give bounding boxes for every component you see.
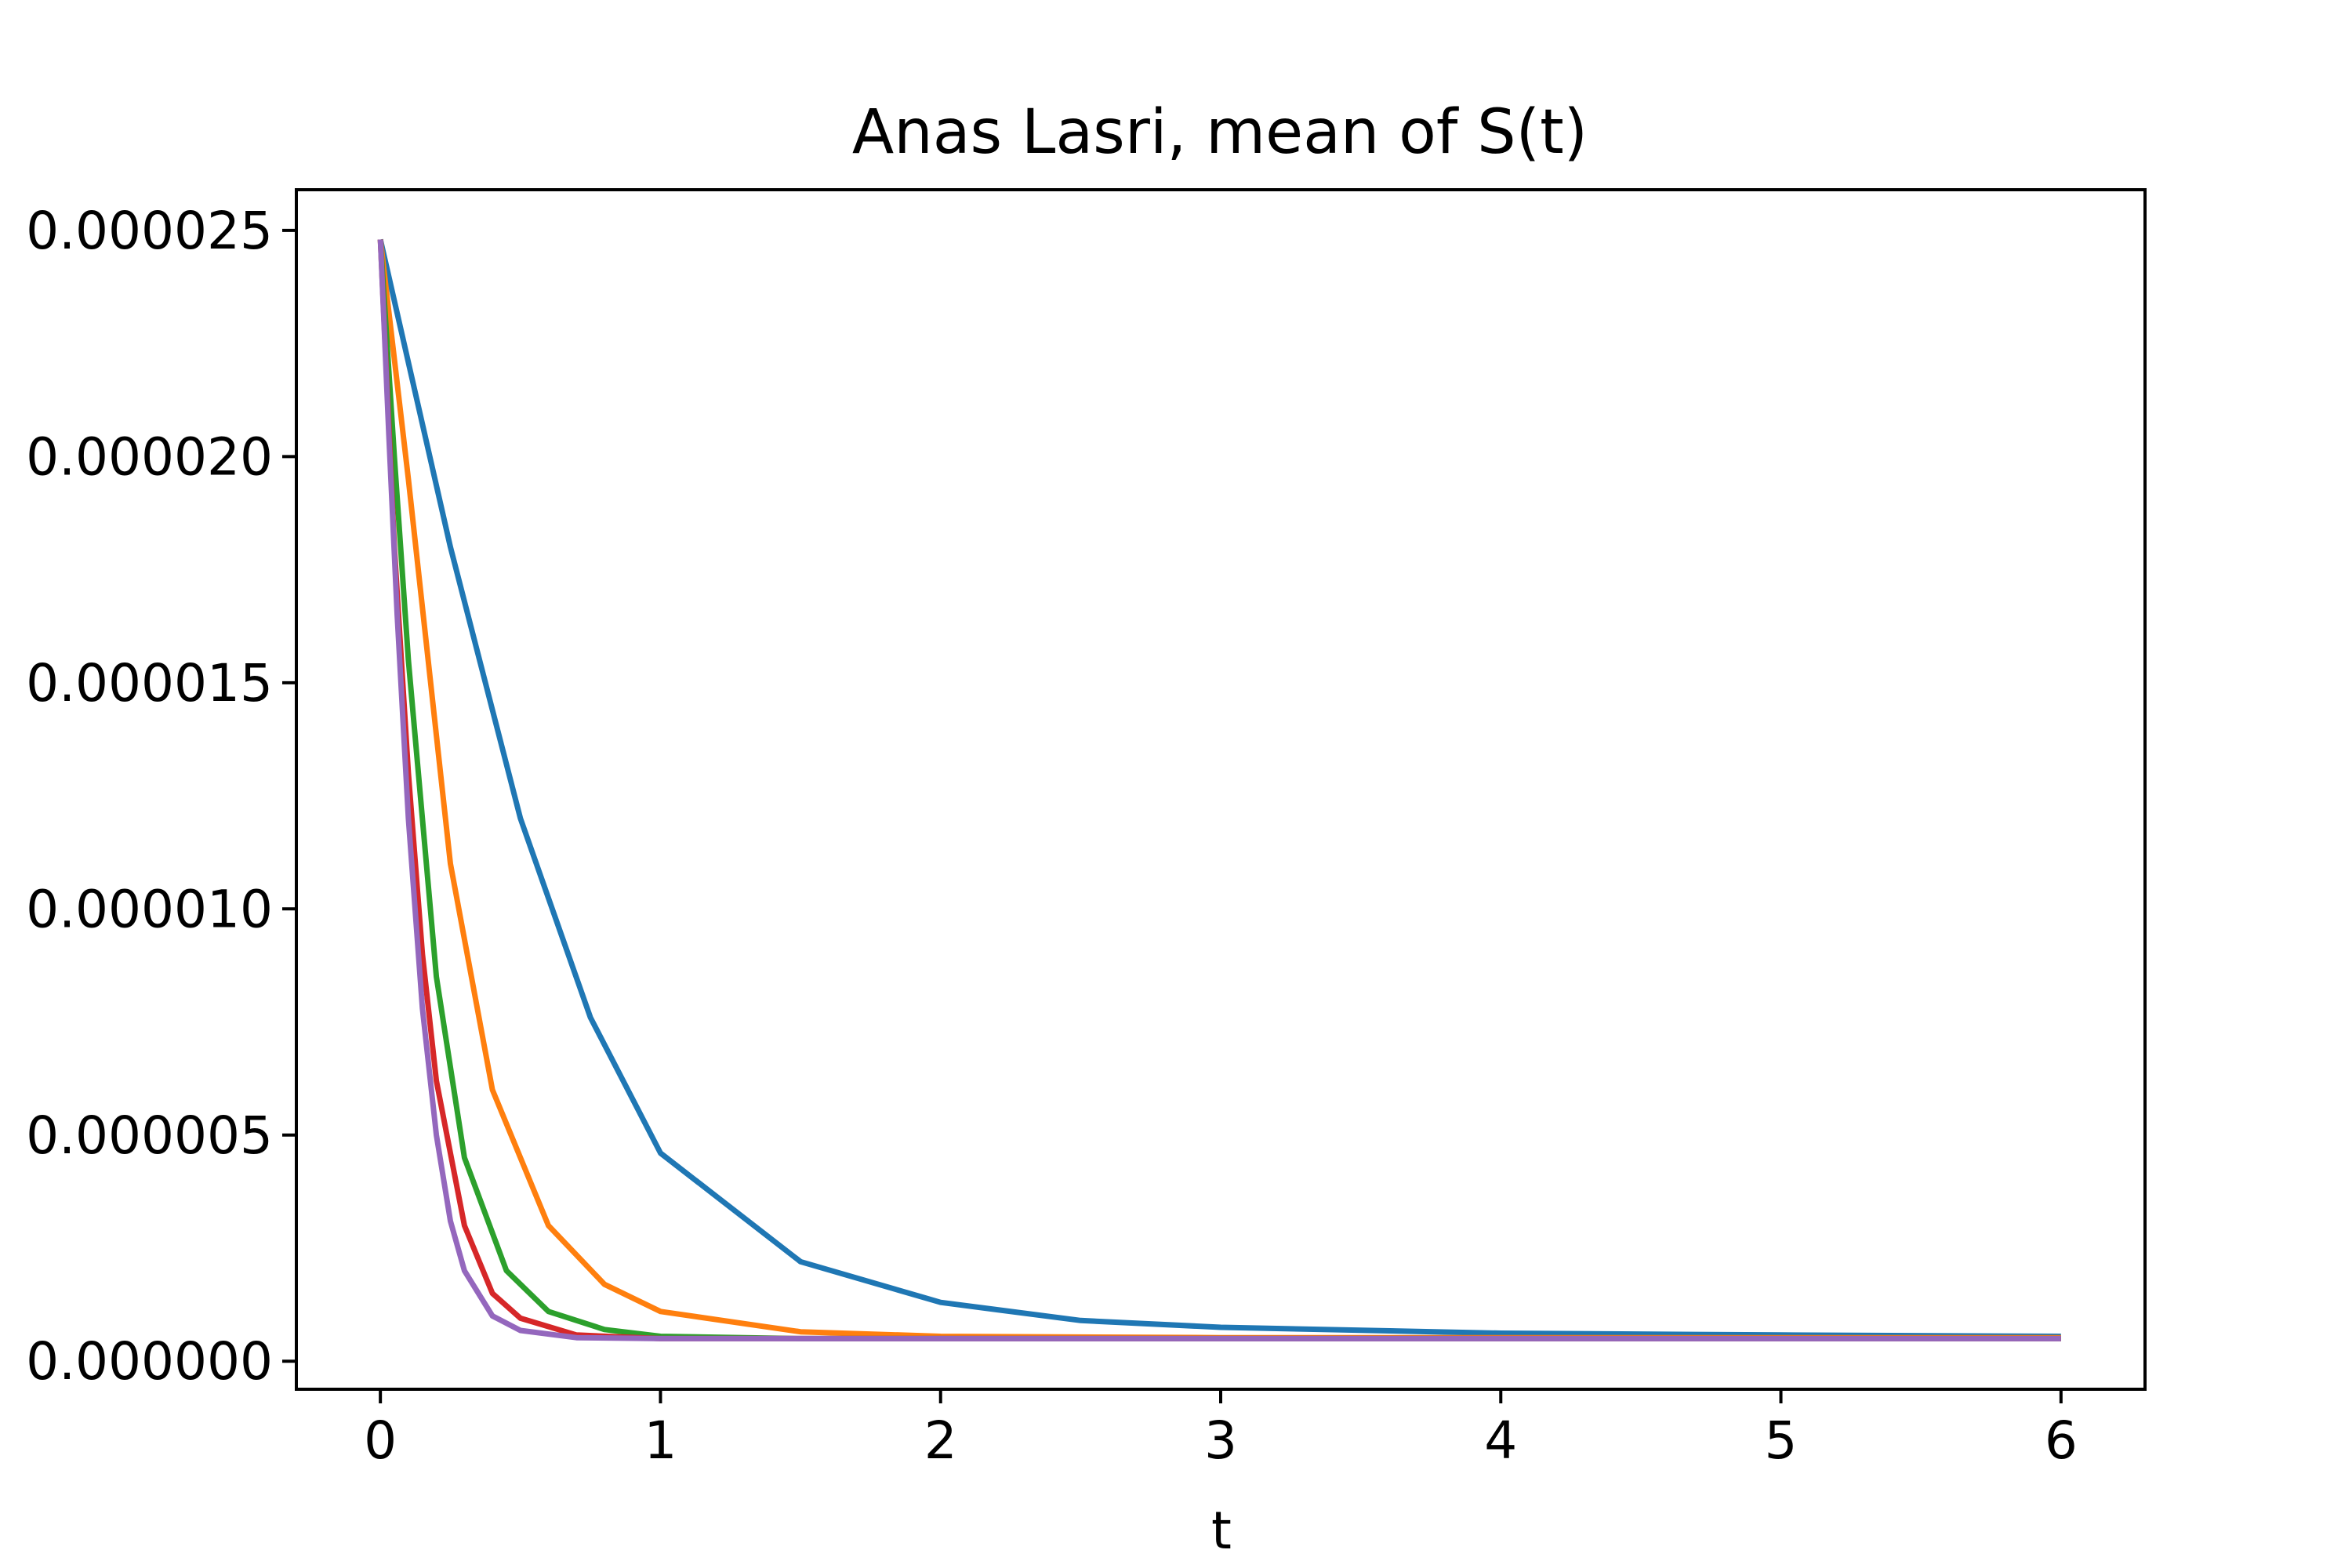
x-tick-label: 4 [1484, 1410, 1517, 1471]
x-tick-label: 6 [2045, 1410, 2078, 1471]
y-tick-label: 0.000010 [26, 879, 273, 939]
series-line-1 [377, 238, 2061, 1339]
x-axis-label: t [1211, 1501, 1232, 1561]
series-layer [377, 238, 2061, 1341]
y-tick-label: 0.000020 [26, 426, 273, 487]
x-tick-label: 3 [1204, 1410, 1237, 1471]
y-tick-label: 0.000005 [26, 1105, 273, 1166]
plot-area [296, 190, 2145, 1389]
y-tick-label: 0.000015 [26, 653, 273, 713]
x-tick-label: 5 [1765, 1410, 1798, 1471]
plot-frame [295, 188, 2147, 1391]
x-tick-label: 0 [364, 1410, 397, 1471]
x-tick-label: 2 [924, 1410, 957, 1471]
y-axis-ticks: 0.000000 0.000005 0.000010 0.000015 0.000020… [26, 201, 296, 1392]
series-line-5 [377, 239, 2061, 1341]
x-tick-label: 1 [644, 1410, 677, 1471]
y-tick-label: 0.000025 [26, 201, 273, 261]
y-tick-label: 0.000000 [26, 1331, 273, 1392]
x-axis-ticks: 0 1 2 3 4 5 6 [364, 1389, 2078, 1471]
chart-title: Anas Lasri, mean of S(t) [852, 97, 1588, 168]
